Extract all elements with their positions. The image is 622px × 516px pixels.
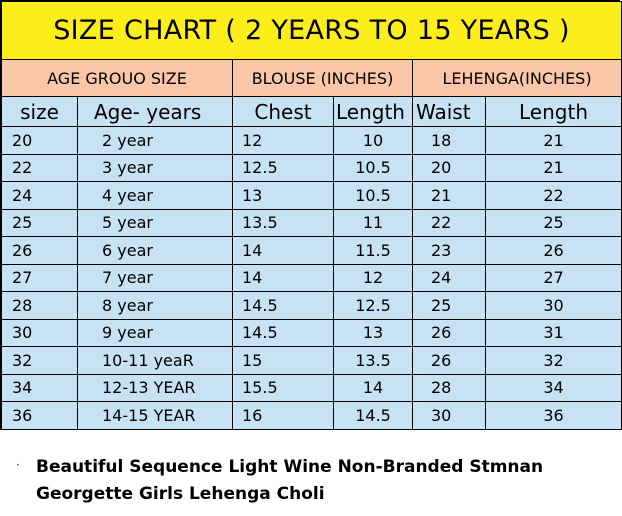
group-header-age: AGE GROUO SIZE <box>1 59 233 97</box>
cell-lehenga-length: 30 <box>484 291 622 320</box>
cell-size: 22 <box>1 153 78 182</box>
cell-chest: 14 <box>232 236 334 265</box>
table-row: 27 7 year 14 12 24 27 <box>1 263 622 292</box>
cell-age: 5 year <box>77 208 233 237</box>
table-row: 22 3 year 12.5 10.5 20 21 <box>1 153 622 182</box>
table-row: 32 10-11 yeaR 15 13.5 26 32 <box>1 346 622 375</box>
cell-chest: 15.5 <box>232 373 334 402</box>
product-title-line-1: Beautiful Sequence Light Wine Non-Brande… <box>36 457 544 477</box>
table-row: 36 14-15 YEAR 16 14.5 30 36 <box>1 401 622 430</box>
cell-waist: 26 <box>412 318 486 347</box>
cell-blouse-length: 11.5 <box>333 236 413 265</box>
cell-blouse-length: 14 <box>333 373 413 402</box>
cell-lehenga-length: 21 <box>484 153 622 182</box>
cell-lehenga-length: 36 <box>484 401 622 430</box>
cell-waist: 18 <box>412 126 486 155</box>
column-header-size: size <box>1 96 78 127</box>
cell-waist: 23 <box>412 236 486 265</box>
cell-waist: 26 <box>412 346 486 375</box>
cell-age: 2 year <box>77 126 233 155</box>
cell-waist: 24 <box>412 263 486 292</box>
cell-size: 28 <box>1 291 78 320</box>
cell-chest: 13 <box>232 181 334 210</box>
cell-age: 9 year <box>77 318 233 347</box>
cell-blouse-length: 11 <box>333 208 413 237</box>
cell-blouse-length: 12.5 <box>333 291 413 320</box>
column-header-waist: Waist <box>412 96 486 127</box>
cell-lehenga-length: 21 <box>484 126 622 155</box>
cell-waist: 22 <box>412 208 486 237</box>
cell-age: 14-15 YEAR <box>77 401 233 430</box>
column-header-chest: Chest <box>232 96 334 127</box>
product-caption: · Beautiful Sequence Light Wine Non-Bran… <box>0 446 622 516</box>
cell-lehenga-length: 22 <box>484 181 622 210</box>
cell-size: 25 <box>1 208 78 237</box>
cell-waist: 20 <box>412 153 486 182</box>
cell-size: 27 <box>1 263 78 292</box>
column-header-lehenga-length: Length <box>484 96 622 127</box>
cell-lehenga-length: 25 <box>484 208 622 237</box>
table-row: 26 6 year 14 11.5 23 26 <box>1 236 622 265</box>
cell-blouse-length: 10 <box>333 126 413 155</box>
cell-chest: 14.5 <box>232 318 334 347</box>
cell-blouse-length: 14.5 <box>333 401 413 430</box>
cell-blouse-length: 13.5 <box>333 346 413 375</box>
cell-age: 6 year <box>77 236 233 265</box>
size-chart: SIZE CHART ( 2 YEARS TO 15 YEARS ) AGE G… <box>0 0 622 430</box>
cell-size: 30 <box>1 318 78 347</box>
product-title: Beautiful Sequence Light Wine Non-Brande… <box>36 454 616 508</box>
cell-size: 36 <box>1 401 78 430</box>
cell-size: 32 <box>1 346 78 375</box>
cell-age: 4 year <box>77 181 233 210</box>
cell-waist: 21 <box>412 181 486 210</box>
cell-chest: 12.5 <box>232 153 334 182</box>
cell-chest: 15 <box>232 346 334 375</box>
table-row: 20 2 year 12 10 18 21 <box>1 126 622 155</box>
cell-age: 8 year <box>77 291 233 320</box>
cell-lehenga-length: 31 <box>484 318 622 347</box>
column-header-age: Age- years <box>77 96 233 127</box>
cell-waist: 30 <box>412 401 486 430</box>
cell-blouse-length: 10.5 <box>333 181 413 210</box>
table-row: 30 9 year 14.5 13 26 31 <box>1 318 622 347</box>
cell-blouse-length: 13 <box>333 318 413 347</box>
cell-blouse-length: 10.5 <box>333 153 413 182</box>
cell-age: 12-13 YEAR <box>77 373 233 402</box>
cell-size: 26 <box>1 236 78 265</box>
cell-lehenga-length: 34 <box>484 373 622 402</box>
cell-chest: 14 <box>232 263 334 292</box>
size-chart-table: SIZE CHART ( 2 YEARS TO 15 YEARS ) AGE G… <box>0 1 622 430</box>
cell-lehenga-length: 32 <box>484 346 622 375</box>
cell-lehenga-length: 27 <box>484 263 622 292</box>
group-header-blouse: BLOUSE (INCHES) <box>232 59 413 97</box>
cell-size: 24 <box>1 181 78 210</box>
caption-bullet: · <box>16 458 20 472</box>
chart-title: SIZE CHART ( 2 YEARS TO 15 YEARS ) <box>0 1 622 60</box>
cell-size: 20 <box>1 126 78 155</box>
table-row: 34 12-13 YEAR 15.5 14 28 34 <box>1 373 622 402</box>
cell-lehenga-length: 26 <box>484 236 622 265</box>
cell-waist: 28 <box>412 373 486 402</box>
cell-blouse-length: 12 <box>333 263 413 292</box>
cell-chest: 16 <box>232 401 334 430</box>
cell-age: 10-11 yeaR <box>77 346 233 375</box>
product-title-line-2: Georgette Girls Lehenga Choli <box>36 484 325 504</box>
cell-chest: 14.5 <box>232 291 334 320</box>
group-header-lehenga: LEHENGA(INCHES) <box>411 59 622 97</box>
column-header-blouse-length: Length <box>333 96 413 127</box>
cell-chest: 12 <box>232 126 334 155</box>
table-row: 25 5 year 13.5 11 22 25 <box>1 208 622 237</box>
table-row: 24 4 year 13 10.5 21 22 <box>1 181 622 210</box>
cell-size: 34 <box>1 373 78 402</box>
cell-chest: 13.5 <box>232 208 334 237</box>
cell-age: 3 year <box>77 153 233 182</box>
table-row: 28 8 year 14.5 12.5 25 30 <box>1 291 622 320</box>
cell-age: 7 year <box>77 263 233 292</box>
cell-waist: 25 <box>412 291 486 320</box>
